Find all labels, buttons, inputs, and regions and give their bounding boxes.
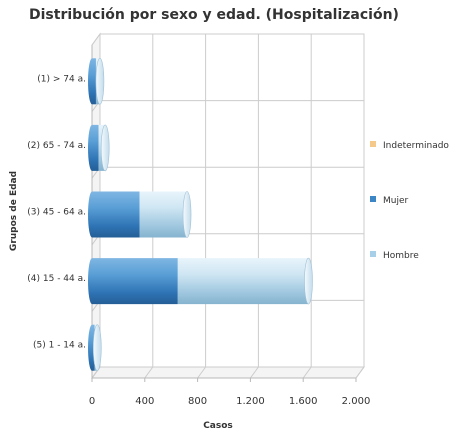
bar-base-cap (88, 191, 96, 238)
legend-label-hombre: Hombre (383, 251, 419, 261)
bar-segment-hombre (177, 258, 309, 305)
category-label: (1) > 74 a. (37, 74, 86, 84)
category-label: (5) 1 - 14 a. (33, 341, 86, 351)
bar-segment-mujer (92, 191, 140, 238)
bar-segment-mujer (92, 258, 178, 305)
x-tick-label: 400 (135, 396, 154, 407)
x-floor-gridline (197, 366, 207, 379)
x-tick-label: 2.000 (342, 396, 371, 407)
x-axis-title: Casos (203, 421, 233, 431)
x-tick-label: 1.200 (236, 396, 265, 407)
chart-title: Distribución por sexo y edad. (Hospitali… (29, 7, 399, 23)
y-depth-gridline (91, 33, 101, 46)
bar-end-cap (182, 191, 192, 238)
legend-label-mujer: Mujer (383, 196, 409, 206)
x-tick-label: 1.600 (289, 396, 318, 407)
category-label: (4) 15 - 44 a. (27, 274, 86, 284)
bar-base-cap (88, 124, 96, 171)
x-tick-label: 800 (188, 396, 207, 407)
bar-segment-hombre (139, 191, 188, 238)
x-floor-gridline (249, 366, 259, 379)
plot-floor (91, 366, 365, 379)
category-label: (2) 65 - 74 a. (27, 141, 86, 151)
y-axis-title: Grupos de Edad (9, 171, 19, 251)
bar-end-cap (304, 257, 313, 305)
category-label: (3) 45 - 64 a. (27, 208, 86, 218)
bar-end-cap (100, 124, 110, 172)
bar-end-cap (92, 324, 102, 372)
legend-swatch-indeterminado (370, 141, 376, 147)
x-floor-gridline (302, 366, 312, 379)
x-tick-label: 0 (89, 396, 95, 407)
legend-label-indeterminado: Indeterminado (383, 141, 449, 151)
x-floor-gridline (144, 366, 154, 379)
x-floor-gridline (355, 366, 365, 379)
legend-swatch-hombre (370, 251, 376, 257)
legend-swatch-mujer (370, 196, 376, 202)
bar-base-cap (88, 58, 96, 105)
bar-end-cap (95, 58, 105, 105)
bar-base-cap (88, 258, 96, 305)
